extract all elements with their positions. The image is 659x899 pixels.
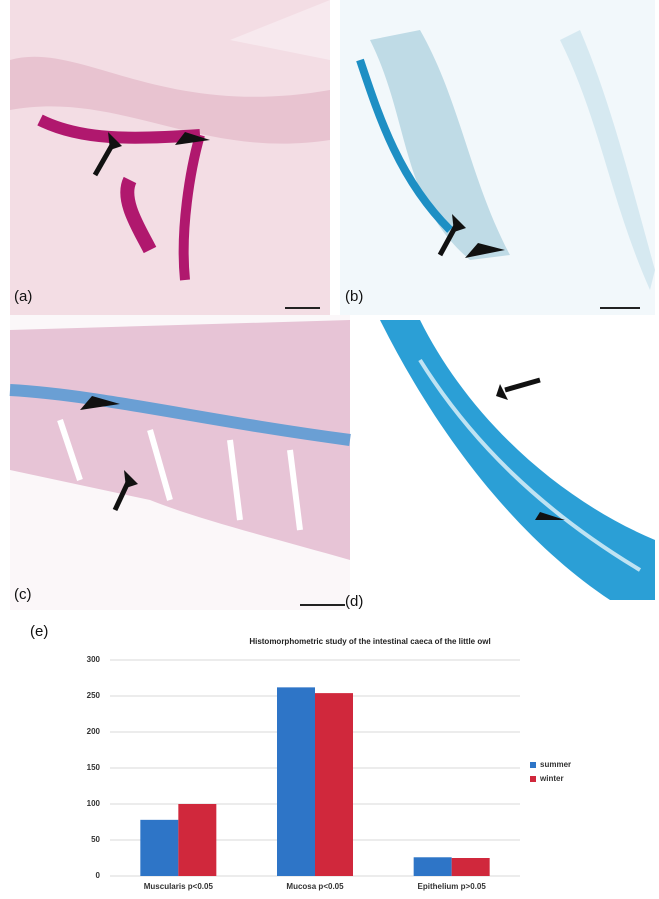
y-tick-label: 50 bbox=[91, 835, 100, 844]
panel-d-image bbox=[355, 320, 655, 605]
y-tick-label: 150 bbox=[87, 763, 101, 772]
legend-label: summer bbox=[540, 760, 571, 769]
legend-label: winter bbox=[539, 774, 564, 783]
panel-label: (b) bbox=[345, 288, 363, 305]
panel-label: (d) bbox=[345, 593, 363, 610]
bar bbox=[277, 687, 315, 876]
x-tick-label: Muscularis p<0.05 bbox=[144, 882, 214, 891]
y-tick-label: 300 bbox=[87, 655, 101, 664]
bar bbox=[178, 804, 216, 876]
chart-title: Histomorphometric study of the intestina… bbox=[249, 637, 490, 646]
panel-c-image bbox=[10, 315, 350, 610]
legend-swatch bbox=[530, 762, 536, 768]
panel-label: (c) bbox=[14, 586, 32, 603]
y-tick-label: 200 bbox=[87, 727, 101, 736]
bar bbox=[140, 820, 178, 876]
bar bbox=[414, 857, 452, 876]
y-tick-label: 100 bbox=[87, 799, 101, 808]
panel-b-image bbox=[340, 0, 655, 315]
x-tick-label: Mucosa p<0.05 bbox=[286, 882, 344, 891]
bar bbox=[315, 693, 353, 876]
x-tick-label: Epithelium p>0.05 bbox=[418, 882, 487, 891]
figure: (a) (b) (c) (d) (e) Histomorphometric st… bbox=[0, 0, 659, 899]
bar bbox=[452, 858, 490, 876]
legend-swatch bbox=[530, 776, 536, 782]
panel-label: (e) bbox=[30, 623, 48, 640]
y-tick-label: 0 bbox=[96, 871, 101, 880]
y-tick-label: 250 bbox=[87, 691, 101, 700]
panel-a-image bbox=[10, 0, 330, 315]
panel-label: (a) bbox=[14, 288, 32, 305]
